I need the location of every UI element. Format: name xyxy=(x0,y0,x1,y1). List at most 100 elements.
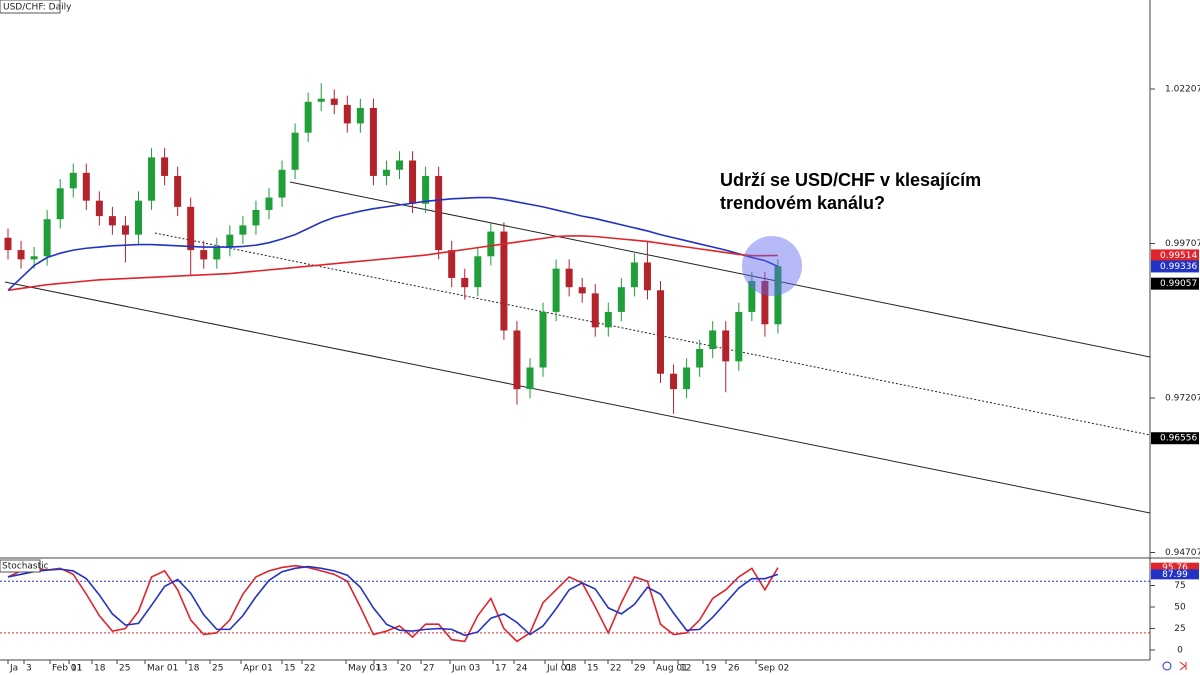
candle-body xyxy=(330,98,338,105)
x-tick-label: Jul 01 xyxy=(546,664,572,674)
toolbar-icons[interactable] xyxy=(1162,661,1187,671)
candle-body xyxy=(95,200,103,217)
chart-title: USD/CHF: Daily xyxy=(3,3,72,13)
candle-body xyxy=(774,266,782,325)
candle-body xyxy=(252,209,260,226)
candle-body xyxy=(513,330,521,390)
candle-body xyxy=(356,107,364,124)
candle-body xyxy=(278,169,286,198)
candle-body xyxy=(226,234,234,248)
candle-body xyxy=(500,231,508,331)
plot xyxy=(0,83,1150,643)
candle-body xyxy=(369,107,377,176)
x-tick-label: Aug 01 xyxy=(656,664,688,674)
trend-channel xyxy=(4,181,1151,514)
candle-body xyxy=(43,219,51,257)
x-tick-label: 17 xyxy=(495,664,506,674)
x-tick-label: 12 xyxy=(680,664,691,674)
price-tag-label: 0.99514 xyxy=(1160,251,1197,261)
candle-body xyxy=(108,216,116,226)
highlight-circle xyxy=(742,236,802,296)
candle-body xyxy=(474,256,482,288)
x-tick-label: 18 xyxy=(188,664,200,674)
candle-body xyxy=(304,101,312,133)
candle-body xyxy=(69,172,77,189)
annotation: trendovém kanálu? xyxy=(720,193,885,213)
x-tick-label: 11 xyxy=(71,664,82,674)
candle-body xyxy=(657,290,664,374)
x-tick-label: 08 xyxy=(565,664,577,674)
x-tick-label: 13 xyxy=(376,664,387,674)
candle-body xyxy=(722,330,730,362)
candle-body xyxy=(135,200,142,235)
y-tick-label: 0.94707 xyxy=(1165,548,1200,558)
candle-body xyxy=(239,225,247,235)
candle-body xyxy=(82,172,90,201)
candle-body xyxy=(343,104,351,124)
price-tag xyxy=(1151,432,1199,445)
candle-body xyxy=(761,281,769,325)
line-series xyxy=(7,235,778,292)
x-tick-label: 25 xyxy=(212,664,223,674)
x-tick-label: 22 xyxy=(304,664,315,674)
candle-body xyxy=(435,175,443,251)
candle-body xyxy=(670,373,678,390)
candle-body xyxy=(4,237,12,251)
candle-body xyxy=(422,175,430,204)
candle-body xyxy=(643,262,651,291)
icon[interactable] xyxy=(1162,661,1172,671)
candle-body xyxy=(709,330,717,349)
y-tick-label: 0.99707 xyxy=(1165,239,1200,249)
icon[interactable] xyxy=(1179,661,1187,671)
pane-title: Stochastic xyxy=(2,562,49,572)
candle-body xyxy=(30,256,38,260)
candle-body xyxy=(161,157,169,176)
value-tag-label: 95.76 xyxy=(1162,563,1188,573)
candle-body xyxy=(382,169,390,176)
candle-body xyxy=(265,197,273,210)
x-tick-label: 25 xyxy=(119,664,130,674)
price-tag-label: 0.96556 xyxy=(1160,434,1197,444)
x-tick-label: 15 xyxy=(587,664,598,674)
candle-body xyxy=(487,231,495,257)
x-tick-label: 15 xyxy=(284,664,295,674)
candle-body xyxy=(200,250,208,260)
value-tag xyxy=(1151,562,1199,573)
channel-top xyxy=(289,181,1151,358)
channel-middle xyxy=(154,232,1151,436)
y-tick-label: 25 xyxy=(1174,624,1185,634)
candle-body xyxy=(696,348,704,368)
x-tick-label: 18 xyxy=(94,664,106,674)
x-tick-label: Feb 01 xyxy=(52,664,82,674)
candle-body xyxy=(526,367,534,390)
candle-body xyxy=(591,293,599,328)
candle-body xyxy=(291,132,299,170)
candle-body xyxy=(121,225,129,235)
candle-body xyxy=(578,287,586,294)
line-series xyxy=(7,565,779,637)
candle-body xyxy=(552,268,560,312)
x-tick-label: 29 xyxy=(634,664,646,674)
candle-body xyxy=(604,311,612,328)
y-tick-label: 75 xyxy=(1174,581,1185,591)
candle-body xyxy=(17,250,25,260)
x-tick-label: Jun 03 xyxy=(451,664,480,674)
candle-body xyxy=(213,247,221,260)
x-tick-label: Mar 01 xyxy=(147,664,178,674)
candle-body xyxy=(174,175,182,207)
value-tag-label: 87.99 xyxy=(1162,570,1188,580)
price-tag-label: 0.99057 xyxy=(1160,279,1197,289)
x-tick-label: 20 xyxy=(400,664,412,674)
title-box xyxy=(0,0,61,14)
title-box xyxy=(0,559,41,573)
y-tick-label: 50 xyxy=(1174,603,1186,613)
candle-body xyxy=(617,287,625,312)
x-tick-label: 24 xyxy=(516,664,528,674)
candle-body xyxy=(630,262,638,288)
annotation: Udrží se USD/CHF v klesajícím xyxy=(720,170,981,190)
x-tick-label: Sep 02 xyxy=(758,664,789,674)
candle-body xyxy=(396,160,403,170)
y-tick-label: 0 xyxy=(1177,646,1183,656)
candle-body xyxy=(448,250,456,278)
